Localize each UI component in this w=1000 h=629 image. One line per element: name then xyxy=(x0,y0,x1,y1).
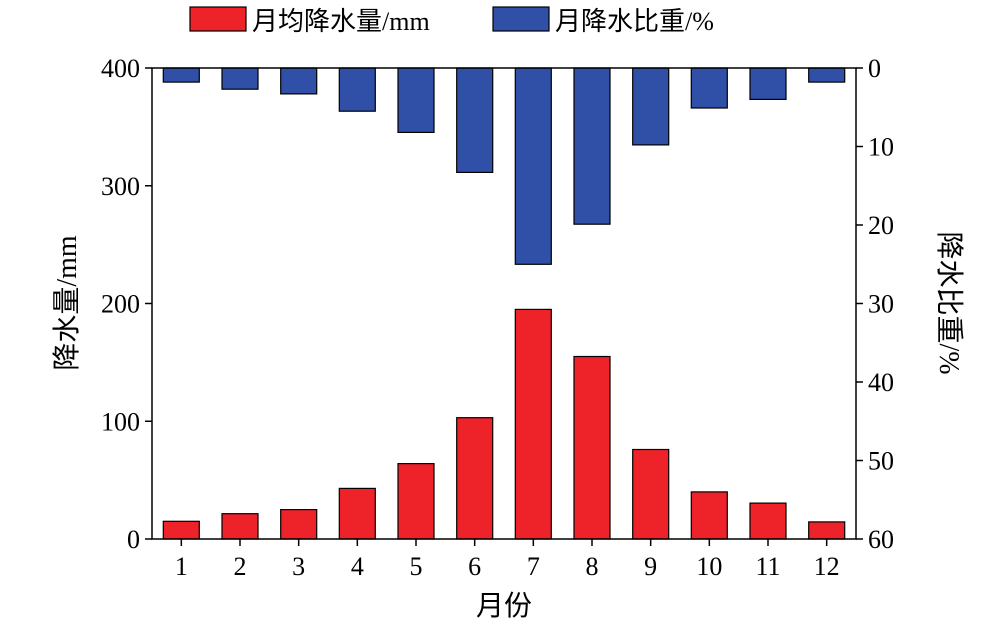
y-left-tick-label-400: 400 xyxy=(101,54,140,83)
x-axis-title: 月份 xyxy=(476,590,532,622)
x-tick-label-9: 9 xyxy=(644,552,657,581)
legend-label-rain: 月均降水量/mm xyxy=(252,7,430,36)
x-tick-label-3: 3 xyxy=(292,552,305,581)
bar-share-2 xyxy=(221,67,259,90)
x-tick-label-2: 2 xyxy=(234,552,247,581)
y-right-axis-title: 降水比重/% xyxy=(933,231,965,374)
bar-share-1 xyxy=(162,67,200,83)
bar-rain-9 xyxy=(632,448,670,540)
legend-swatch-share xyxy=(492,6,550,32)
legend-swatch-rain xyxy=(189,6,247,32)
x-tick-label-8: 8 xyxy=(586,552,599,581)
x-tick-label-7: 7 xyxy=(527,552,540,581)
bar-share-9 xyxy=(632,67,670,146)
y-right-tick-label-10: 10 xyxy=(868,133,894,162)
y-right-tick-label-30: 30 xyxy=(868,290,894,319)
y-right-tick-label-0: 0 xyxy=(868,54,881,83)
bar-share-6 xyxy=(456,67,494,174)
x-tick-label-12: 12 xyxy=(814,552,840,581)
y-left-tick-label-200: 200 xyxy=(101,290,140,319)
bar-rain-4 xyxy=(338,487,376,540)
bar-share-10 xyxy=(690,67,728,109)
bar-share-4 xyxy=(338,67,376,112)
y-right-tick-label-40: 40 xyxy=(868,368,894,397)
bar-rain-12 xyxy=(808,521,846,540)
bar-rain-7 xyxy=(514,308,552,540)
y-left-axis-title: 降水量/mm xyxy=(51,235,83,371)
x-tick-label-6: 6 xyxy=(468,552,481,581)
bars-layer xyxy=(162,67,846,540)
bar-rain-1 xyxy=(162,520,200,540)
bar-rain-8 xyxy=(573,355,611,540)
bar-share-12 xyxy=(808,67,846,83)
bar-rain-5 xyxy=(397,463,435,540)
y-right-tick-label-60: 60 xyxy=(868,525,894,554)
plot-frame xyxy=(151,67,857,540)
y-left-tick-label-100: 100 xyxy=(101,407,140,436)
y-right-tick-label-20: 20 xyxy=(868,211,894,240)
x-tick-label-1: 1 xyxy=(175,552,188,581)
bar-share-5 xyxy=(397,67,435,134)
bar-rain-10 xyxy=(690,491,728,540)
y-left-tick-label-300: 300 xyxy=(101,172,140,201)
y-right-tick-label-50: 50 xyxy=(868,447,894,476)
bar-share-8 xyxy=(573,67,611,225)
y-left-tick-label-0: 0 xyxy=(127,525,140,554)
bar-share-11 xyxy=(749,67,787,100)
x-tick-label-11: 11 xyxy=(755,552,780,581)
x-tick-label-5: 5 xyxy=(410,552,423,581)
x-tick-label-4: 4 xyxy=(351,552,364,581)
bar-share-7 xyxy=(514,67,552,265)
bar-rain-11 xyxy=(749,502,787,540)
legend: 月均降水量/mm 月降水比重/% xyxy=(189,6,714,36)
x-tick-label-10: 10 xyxy=(696,552,722,581)
bar-rain-2 xyxy=(221,513,259,540)
bar-rain-6 xyxy=(456,417,494,540)
bar-share-3 xyxy=(280,67,318,95)
legend-label-share: 月降水比重/% xyxy=(555,7,714,36)
bar-rain-3 xyxy=(280,509,318,540)
